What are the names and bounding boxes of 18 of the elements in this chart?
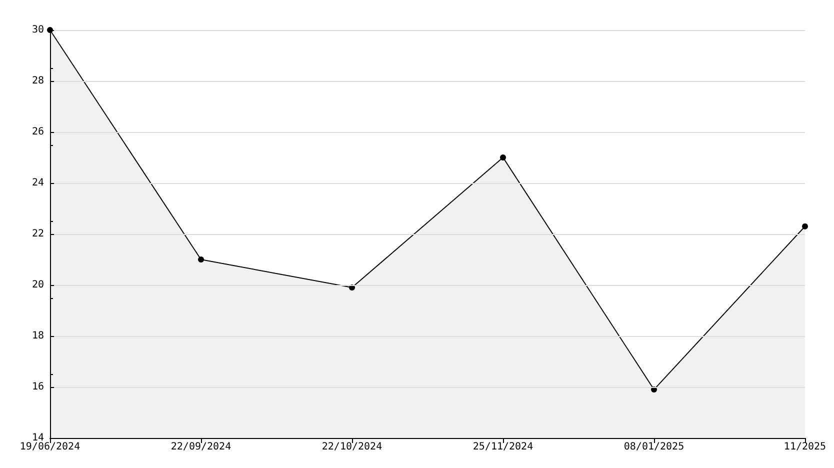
y-tick-label: 28 xyxy=(32,76,44,86)
y-tick-label: 22 xyxy=(32,228,44,240)
x-tick-label: 11/2025 xyxy=(784,442,826,452)
x-tick-label: 25/11/2024 xyxy=(472,442,534,452)
y-tick-label: 14 xyxy=(32,432,44,444)
y-tick-label: 18 xyxy=(32,330,44,342)
point xyxy=(802,223,808,230)
x-tick-label: 22/10/2024 xyxy=(322,442,382,452)
y-tick-label: 30 xyxy=(32,24,44,36)
x-tick-label: 08/01/2025 xyxy=(624,442,684,452)
y-tick-label: 16 xyxy=(32,382,44,392)
y-tick-label: 20 xyxy=(32,280,44,290)
point xyxy=(198,256,204,262)
x-tick-label: 19/06/2024 xyxy=(20,442,80,452)
y-tick-label: 26 xyxy=(32,126,44,138)
y-tick-label: 24 xyxy=(32,178,44,188)
point xyxy=(500,154,506,160)
x-tick-label: 22/09/2024 xyxy=(170,442,232,452)
